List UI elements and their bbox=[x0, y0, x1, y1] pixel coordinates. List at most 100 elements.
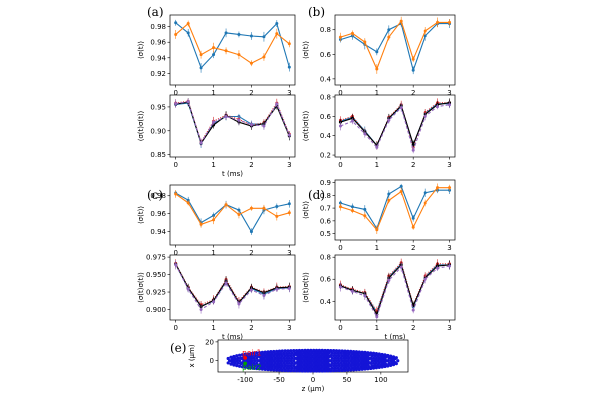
data-point bbox=[249, 34, 253, 38]
ion-point bbox=[282, 361, 286, 365]
ion-point bbox=[255, 366, 259, 371]
series-line-blue bbox=[175, 192, 290, 233]
ion-point bbox=[329, 348, 333, 353]
data-point bbox=[186, 287, 190, 291]
ion-point bbox=[337, 359, 341, 363]
y-tick-label: 0.94 bbox=[150, 228, 166, 236]
ion-point bbox=[314, 348, 319, 352]
ion-point bbox=[337, 354, 341, 358]
ion-point bbox=[333, 361, 337, 365]
ion-point bbox=[374, 366, 378, 370]
data-point bbox=[436, 105, 440, 109]
data-point bbox=[399, 106, 403, 110]
data-point bbox=[174, 192, 178, 196]
plot-frame bbox=[169, 254, 296, 321]
data-point bbox=[186, 22, 190, 26]
x-tick-label: 0 bbox=[338, 161, 342, 169]
ion-point bbox=[334, 359, 339, 363]
ion-point bbox=[394, 362, 398, 366]
x-tick-label: 3 bbox=[287, 161, 291, 169]
data-point bbox=[387, 278, 391, 282]
ion-point bbox=[243, 352, 247, 356]
ion-point bbox=[236, 356, 240, 360]
ion-point bbox=[334, 369, 339, 373]
x-axis-label: z (μm) bbox=[302, 385, 325, 393]
panel-a-top: (a) 0 1 2 3 0.92 0.94 0.96 0.98 ⟨σ(t)⟩ bbox=[137, 5, 296, 97]
ion-point bbox=[366, 351, 370, 355]
ion-point bbox=[240, 353, 245, 357]
data-point bbox=[287, 42, 291, 46]
ion-point bbox=[386, 353, 390, 358]
data-point bbox=[186, 198, 190, 202]
y-tick-label: 0.6 bbox=[320, 217, 332, 225]
y-axis-label: ⟨σ(t)⟩ bbox=[302, 41, 310, 59]
data-point bbox=[448, 20, 452, 24]
data-point bbox=[224, 114, 228, 118]
annotation-pair1: pair1 bbox=[242, 349, 262, 358]
panel-a-bottom: 0 1 2 3 0.85 0.90 0.95 ⟨σ(t)σ(t)⟩ t (ms) bbox=[137, 94, 296, 178]
ion-point bbox=[275, 349, 279, 353]
y-tick-label: 0.90 bbox=[150, 127, 166, 135]
ion-point bbox=[389, 359, 393, 363]
data-point bbox=[212, 120, 216, 124]
ion-point bbox=[343, 363, 347, 368]
ion-point bbox=[272, 363, 276, 367]
ion-point bbox=[247, 359, 252, 363]
data-point bbox=[174, 32, 178, 36]
panel-e: (e) -100 -50 0 50 100 0 20 x (μm) z (μm) pair1 pair… bbox=[170, 338, 409, 393]
panel-label: (a) bbox=[147, 5, 164, 19]
ion-point bbox=[389, 363, 393, 367]
ion-point bbox=[347, 361, 351, 365]
data-point bbox=[363, 214, 367, 218]
ion-point bbox=[292, 349, 296, 353]
data-point bbox=[224, 203, 228, 207]
data-point bbox=[237, 302, 241, 306]
series-line-black bbox=[340, 263, 450, 316]
x-tick-label: 0 bbox=[311, 376, 315, 384]
data-point bbox=[375, 67, 379, 71]
series-line-red bbox=[175, 263, 290, 306]
data-point bbox=[338, 201, 342, 205]
x-tick-label: 0 bbox=[338, 244, 342, 252]
ion-point bbox=[269, 350, 273, 354]
ion-point bbox=[334, 349, 339, 353]
series-line-purple bbox=[340, 265, 450, 319]
ion-point bbox=[289, 369, 293, 373]
ion-point bbox=[273, 361, 277, 365]
panel-label: (b) bbox=[308, 5, 325, 19]
ion-point bbox=[286, 359, 290, 363]
data-point bbox=[212, 53, 216, 57]
plot-frame bbox=[334, 14, 456, 86]
plot-frame bbox=[169, 94, 296, 158]
data-point bbox=[387, 118, 391, 122]
ion-point bbox=[371, 361, 376, 365]
data-point bbox=[275, 287, 279, 291]
data-point bbox=[212, 46, 216, 50]
data-point bbox=[399, 184, 403, 188]
ion-point bbox=[253, 364, 257, 368]
plot-frame bbox=[334, 179, 456, 241]
data-point bbox=[287, 133, 291, 137]
series-line-orange bbox=[340, 19, 450, 71]
y-tick-label: 0.6 bbox=[320, 51, 332, 59]
ion-point bbox=[253, 354, 257, 358]
data-point bbox=[338, 285, 342, 289]
ion-point bbox=[339, 366, 343, 370]
ion-point bbox=[332, 349, 336, 353]
data-point bbox=[186, 201, 190, 205]
data-point bbox=[363, 207, 367, 211]
ion-point bbox=[340, 368, 344, 373]
ion-point bbox=[337, 368, 341, 373]
data-point bbox=[411, 57, 415, 61]
ion-point bbox=[237, 364, 242, 368]
ion-point bbox=[232, 354, 236, 359]
ion-point bbox=[330, 366, 334, 370]
data-point bbox=[237, 208, 241, 212]
series-line-purple bbox=[340, 104, 450, 153]
ion-point bbox=[351, 359, 356, 363]
ion-point bbox=[342, 356, 346, 360]
series-line-purple bbox=[175, 101, 290, 145]
data-point bbox=[423, 191, 427, 195]
data-point bbox=[275, 32, 279, 36]
data-point bbox=[224, 281, 228, 285]
